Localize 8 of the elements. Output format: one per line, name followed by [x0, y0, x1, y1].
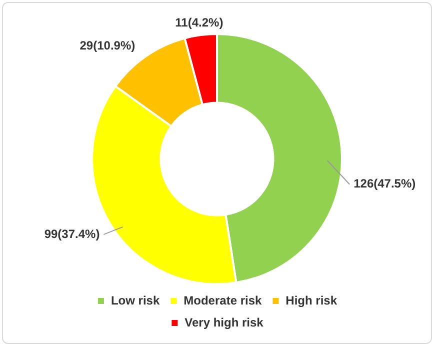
- data-label: 29(10.9%): [80, 38, 136, 53]
- legend-label: Low risk: [110, 293, 160, 308]
- legend-label: Moderate risk: [184, 293, 262, 308]
- legend-label: High risk: [286, 293, 338, 308]
- data-label: 99(37.4%): [44, 226, 100, 241]
- data-label: 126(47.5%): [354, 176, 416, 191]
- legend-label: Very high risk: [184, 315, 264, 330]
- data-label: 11(4.2%): [175, 15, 224, 30]
